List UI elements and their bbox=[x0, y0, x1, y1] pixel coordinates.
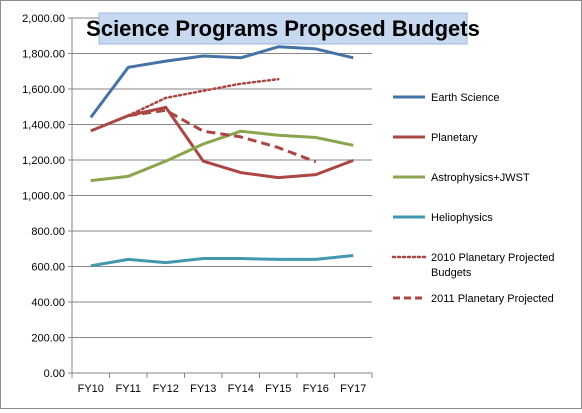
series-line-heliophysics bbox=[90, 254, 354, 268]
ytick-label-5: 1,000.00 bbox=[22, 191, 65, 203]
series-line-2010-planetary-projected-budgets bbox=[127, 77, 280, 117]
xtick-label-fy17: FY17 bbox=[340, 383, 366, 395]
series-line-earth-science bbox=[89, 45, 354, 119]
xtick-label-fy16: FY16 bbox=[303, 383, 329, 395]
series-line-astrophysics-jwst bbox=[90, 129, 354, 183]
chart-title: Science Programs Proposed Budgets bbox=[86, 16, 480, 41]
series-line-planetary bbox=[90, 105, 354, 180]
legend-label-heliophysics: Heliophysics bbox=[431, 212, 493, 224]
ytick-label-9: 1,800.00 bbox=[22, 49, 65, 61]
legend-label-earth-science: Earth Science bbox=[431, 92, 499, 104]
legend-label-2011-planetary-projected: 2011 Planetary Projected bbox=[431, 293, 554, 305]
chart-title-background bbox=[98, 12, 468, 45]
ytick-label-7: 1,400.00 bbox=[22, 120, 65, 132]
ytick-label-2: 400.00 bbox=[31, 297, 65, 309]
xtick-label-fy13: FY13 bbox=[190, 383, 216, 395]
series-line-2011-planetary-projected bbox=[128, 108, 317, 164]
ytick-label-1: 200.00 bbox=[31, 333, 65, 345]
series-layer bbox=[89, 45, 354, 268]
xtick-label-fy12: FY12 bbox=[153, 383, 179, 395]
legend-label-planetary: Planetary bbox=[431, 132, 478, 144]
ytick-label-0: 0.00 bbox=[44, 368, 65, 380]
axis-layer: 0.00 200.00 400.00 600.00 800.00 1,000.00 1,20… bbox=[22, 13, 373, 395]
legend: Earth Science Planetary Astrophysics+JWST H… bbox=[391, 92, 555, 305]
ytick-label-6: 1,200.00 bbox=[22, 155, 65, 167]
legend-label-astrophysics-jwst: Astrophysics+JWST bbox=[431, 172, 530, 184]
legend-label-2010-planetary-projected-budgets: 2010 Planetary Projected Budgets bbox=[431, 252, 555, 279]
grid-layer bbox=[72, 17, 372, 374]
ytick-label-10: 2,000.00 bbox=[22, 13, 65, 25]
ytick-label-8: 1,600.00 bbox=[22, 84, 65, 96]
xtick-label-fy14: FY14 bbox=[228, 383, 254, 395]
xtick-label-fy10: FY10 bbox=[78, 383, 104, 395]
ytick-label-3: 600.00 bbox=[31, 262, 65, 274]
chart-title-box: Science Programs Proposed Budgets bbox=[86, 12, 480, 45]
xtick-label-fy15: FY15 bbox=[265, 383, 291, 395]
ytick-label-4: 800.00 bbox=[31, 226, 65, 238]
xtick-label-fy11: FY11 bbox=[116, 383, 141, 395]
